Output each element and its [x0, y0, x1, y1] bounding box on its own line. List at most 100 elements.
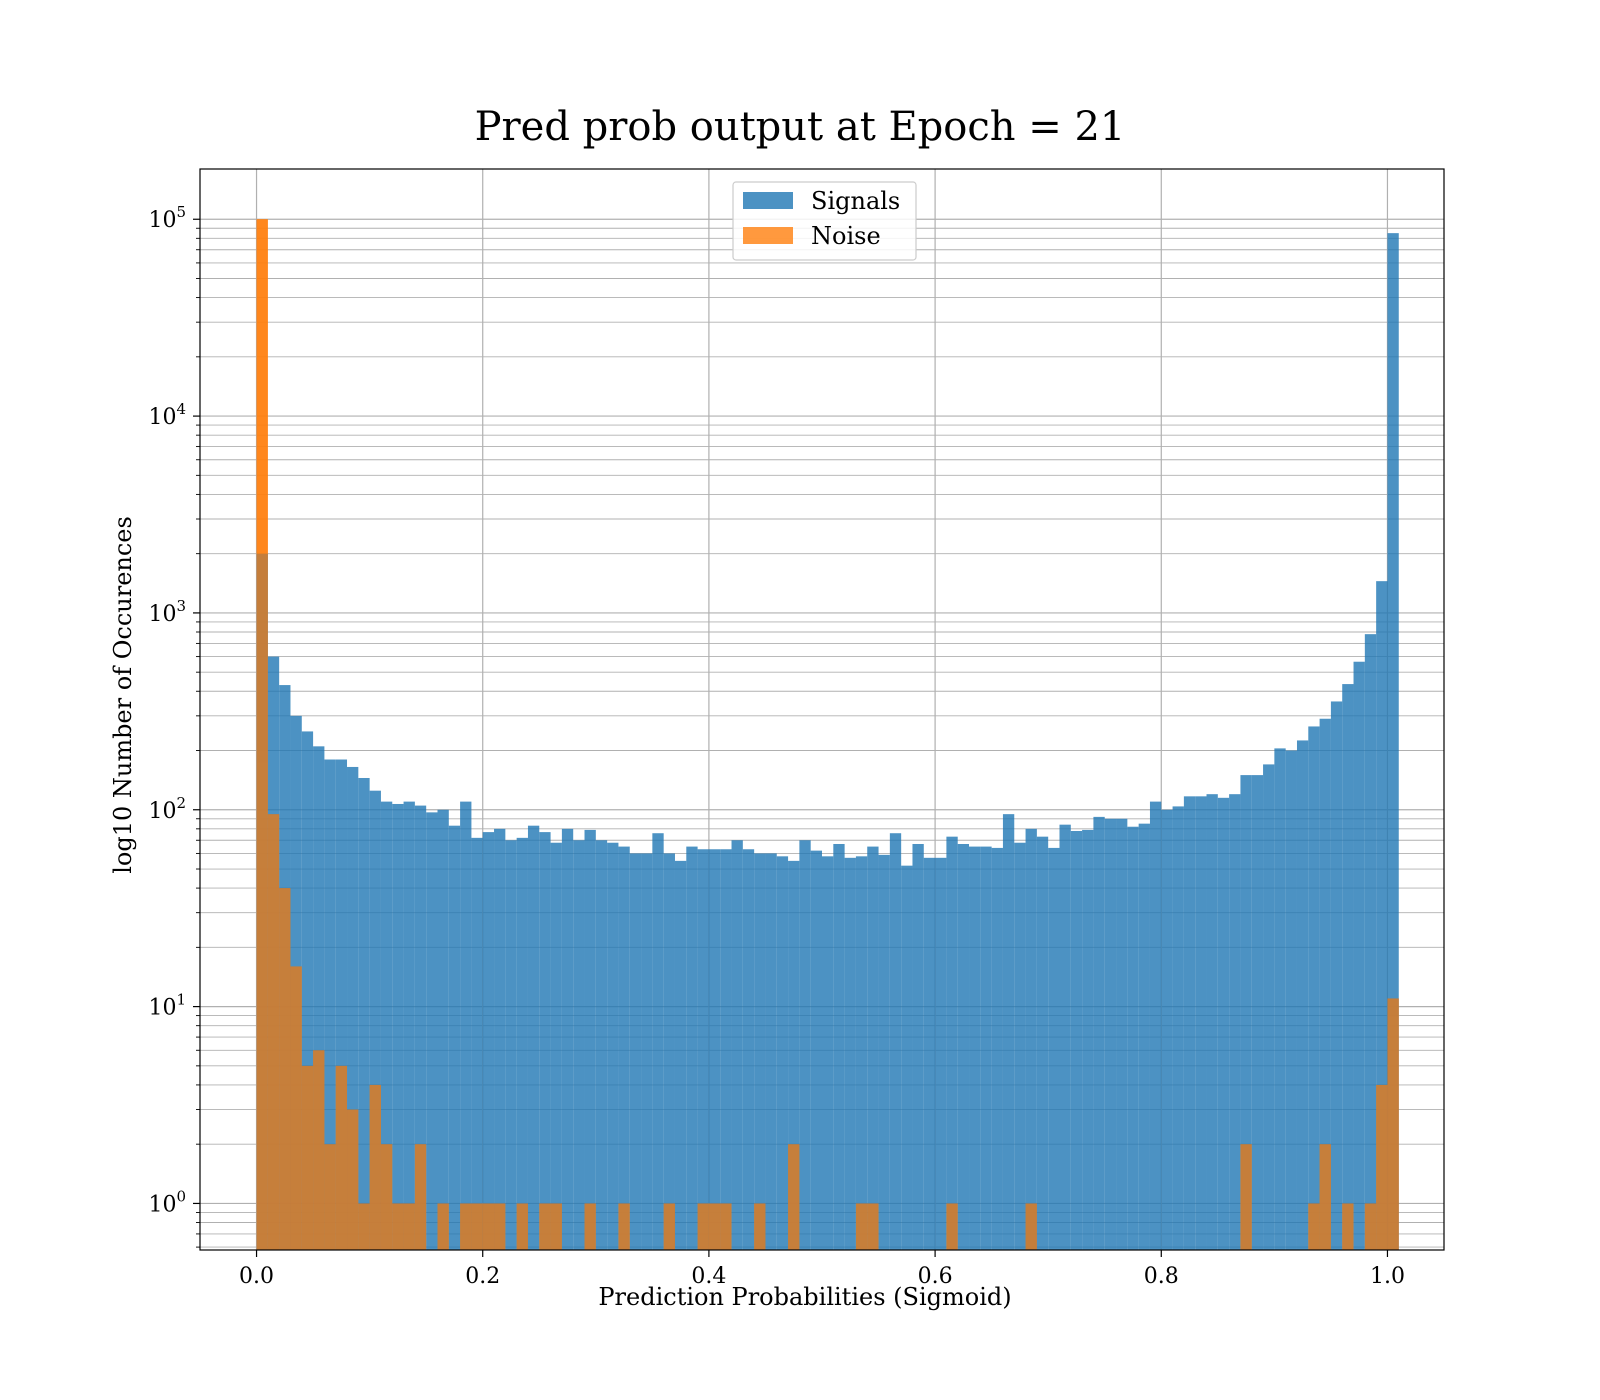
signals-bar [810, 850, 822, 1250]
signals-bar [561, 828, 574, 1250]
signals-bar [855, 856, 868, 1250]
signals-bar [980, 846, 992, 1250]
signals-bar [1195, 796, 1207, 1250]
signals-bar [935, 857, 947, 1250]
noise-overlay-bar [256, 219, 268, 1250]
signals-bar [1093, 816, 1105, 1250]
signals-bar [1172, 806, 1184, 1250]
noise-overlay-bar [855, 1203, 868, 1250]
signals-bar [1240, 775, 1252, 1250]
signals-bar [301, 731, 314, 1250]
signals-bar [889, 833, 902, 1250]
noise-overlay-bar [788, 1144, 800, 1250]
signals-bar [1319, 718, 1331, 1250]
signals-bar [1330, 701, 1343, 1250]
signals-bar [788, 860, 800, 1250]
noise-overlay-bar [618, 1203, 630, 1250]
signals-bar [946, 836, 958, 1250]
signals-bar [867, 846, 879, 1250]
signals-bar [414, 805, 427, 1250]
y-tick-label: 103 [148, 597, 186, 627]
signals-bar [1308, 726, 1320, 1250]
signals-bar [380, 801, 393, 1250]
noise-overlay-bar [584, 1203, 596, 1250]
noise-overlay-bar [1308, 1203, 1320, 1250]
signals-bar [1296, 740, 1309, 1250]
signals-bar [1263, 764, 1275, 1250]
y-tick-labels: 100 101 102 103 104 105 [148, 203, 186, 1217]
x-tick-label: 0.4 [691, 1264, 726, 1289]
signals-bar [799, 840, 811, 1250]
noise-overlay-bar [290, 966, 302, 1250]
signals-bar [471, 837, 483, 1250]
signals-bar [765, 853, 777, 1250]
signals-bar [776, 856, 789, 1250]
x-tick-labels: 0.0 0.2 0.4 0.6 0.8 1.0 [239, 1264, 1405, 1289]
signals-bar [584, 829, 596, 1250]
signals-bar [641, 853, 653, 1250]
noise-overlay-bar [324, 1144, 336, 1250]
signals-bar [1002, 814, 1015, 1250]
noise-overlay-bar [313, 1050, 325, 1250]
signals-bar [437, 809, 449, 1250]
signals-bar [1116, 818, 1128, 1250]
signals-bar [607, 842, 619, 1250]
noise-overlay-bar [550, 1203, 562, 1250]
noise-overlay-bar [946, 1203, 958, 1250]
signals-bar [347, 766, 359, 1250]
noise-overlay-bar [414, 1144, 427, 1250]
noise-overlay-bar [437, 1203, 449, 1250]
noise-overlay-bar [708, 1203, 721, 1250]
signals-bar [674, 860, 687, 1250]
noise-overlay-bar [1376, 1084, 1388, 1250]
signals-bar [1025, 828, 1037, 1250]
legend-label-signals: Signals [811, 187, 900, 215]
x-axis-label: Prediction Probabilities (Sigmoid) [598, 1283, 1011, 1311]
signals-bar [539, 832, 551, 1250]
noise-overlay-bar [279, 888, 291, 1250]
noise-overlay-bar [1319, 1144, 1331, 1250]
signals-bar [1285, 750, 1297, 1250]
signals-bar [686, 846, 698, 1250]
noise-overlay-bar [539, 1203, 551, 1250]
x-tick-label: 0.0 [239, 1264, 274, 1289]
noise-overlay-bar [1364, 1203, 1377, 1250]
y-tick-label: 100 [148, 1187, 186, 1217]
signals-bar [1149, 801, 1162, 1250]
legend-swatch-noise [743, 227, 793, 244]
signals-bar [426, 812, 438, 1250]
x-tick-label: 0.8 [1144, 1264, 1179, 1289]
signals-bar [1364, 634, 1377, 1250]
signals-bar [1183, 796, 1196, 1250]
noise-overlap-bars [256, 219, 1399, 1250]
y-tick-label: 104 [148, 400, 186, 430]
noise-overlay-bar [301, 1065, 314, 1250]
signals-bar [516, 837, 528, 1250]
signals-bar [1161, 809, 1173, 1250]
signals-bar [1048, 847, 1060, 1250]
axes [193, 168, 1445, 1257]
signals-bar [1387, 233, 1399, 1251]
noise-overlay-bar [347, 1109, 359, 1250]
noise-overlay-bar [380, 1144, 393, 1250]
noise-overlay-bar [720, 1203, 732, 1250]
noise-overlay-bar [471, 1203, 483, 1250]
signals-bar [1138, 823, 1150, 1250]
noise-overlay-bar [754, 1203, 766, 1250]
signals-bar [448, 825, 461, 1250]
signals-bar [1036, 836, 1049, 1250]
signals-bar [1104, 818, 1117, 1250]
signals-bar [358, 777, 370, 1250]
y-tick-label: 102 [148, 794, 186, 824]
signals-bar [1353, 661, 1365, 1250]
signals-bar [1376, 581, 1388, 1250]
signals-bar [1014, 842, 1026, 1250]
noise-overlay-bar [482, 1203, 495, 1250]
signals-bar [901, 865, 913, 1250]
signals-bar [1251, 775, 1264, 1250]
signals-bar [1274, 748, 1286, 1250]
signals-bar [403, 801, 415, 1250]
noise-overlay-bar [516, 1203, 528, 1250]
signals-bar [392, 803, 404, 1250]
noise-overlay-bar [697, 1203, 709, 1250]
